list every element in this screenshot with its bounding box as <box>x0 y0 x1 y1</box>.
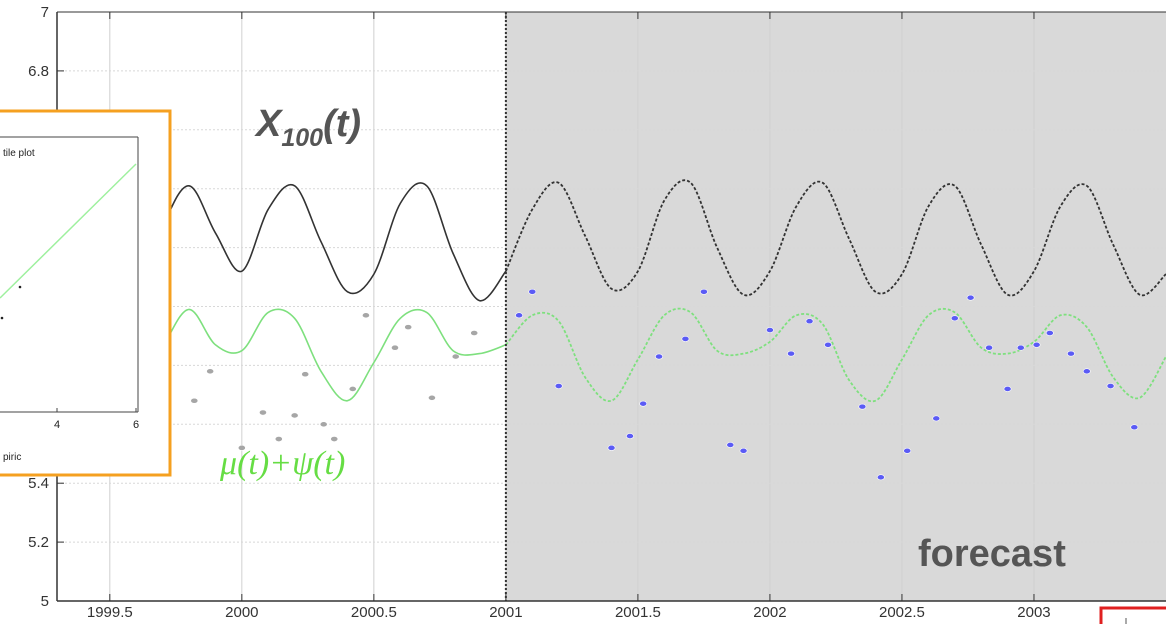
highlight-box <box>1099 606 1166 629</box>
gray-curve-label-base: X <box>254 103 284 145</box>
x-tick-label: 2001.5 <box>615 604 661 621</box>
data-point <box>700 288 708 295</box>
y-tick-label: 5 <box>41 593 49 610</box>
data-point <box>950 315 959 322</box>
data-point <box>301 371 310 378</box>
data-point <box>805 318 814 325</box>
data-point <box>1067 350 1075 357</box>
series-line-fitted <box>109 182 507 303</box>
data-point <box>451 353 460 360</box>
x-tick-label: 2000.5 <box>351 604 397 621</box>
x-tick-label: 1999.5 <box>87 604 133 621</box>
data-point <box>1106 383 1115 389</box>
data-point <box>787 350 795 357</box>
y-tick-label: 6.8 <box>28 63 49 80</box>
data-point <box>391 344 399 351</box>
data-point <box>766 327 774 333</box>
data-point <box>404 324 413 331</box>
data-point <box>1082 368 1091 375</box>
series-line-fitted <box>109 308 507 402</box>
gray-curve-label-suffix: (t) <box>323 103 361 145</box>
gray-curve-label: X100(t) <box>254 103 361 152</box>
series-line-forecast <box>505 179 1166 297</box>
data-point <box>1003 386 1012 392</box>
forecast-region <box>505 12 1166 601</box>
data-point <box>932 415 941 422</box>
series-layer <box>109 179 1166 481</box>
data-point <box>274 436 283 442</box>
data-point <box>1016 344 1025 351</box>
x-tick-label: 2001 <box>489 604 522 621</box>
ticks: 1999.5 2000 2000.5 2001 2001.5 2002 2002.5 2003… <box>28 4 1051 621</box>
data-point <box>470 330 479 336</box>
y-tick-label: 5.2 <box>28 534 49 551</box>
forecast-label: forecast <box>918 533 1066 575</box>
data-point <box>903 447 912 454</box>
x-tick-label: 2000 <box>225 604 258 621</box>
data-point <box>528 288 537 295</box>
data-point <box>428 394 436 401</box>
data-point <box>290 412 299 419</box>
data-point <box>876 474 885 481</box>
data-point <box>858 403 867 410</box>
inset-point <box>18 285 22 289</box>
data-point <box>966 294 975 301</box>
x-tick-label: 2002.5 <box>879 604 925 621</box>
x-tick-label: 2003 <box>1017 604 1050 621</box>
data-point <box>259 409 267 416</box>
gray-curve-label-sub: 100 <box>281 124 323 152</box>
grid <box>57 12 1166 601</box>
data-point <box>237 444 246 451</box>
data-point <box>348 386 357 392</box>
data-point <box>206 368 215 375</box>
data-point <box>824 341 832 348</box>
inset-xlabel: piric <box>3 452 21 463</box>
data-point <box>681 335 690 342</box>
data-point <box>1045 330 1054 336</box>
data-point <box>1130 424 1139 431</box>
data-point <box>190 397 199 404</box>
inset-title: tile plot <box>3 148 35 159</box>
data-point <box>607 444 616 451</box>
data-point <box>1032 341 1041 348</box>
series-line-forecast <box>505 307 1166 403</box>
data-point <box>626 433 634 439</box>
data-point <box>726 442 735 448</box>
data-point <box>739 447 748 454</box>
data-point <box>330 436 339 442</box>
y-tick-label: 7 <box>41 4 49 21</box>
data-point <box>319 421 328 428</box>
inset-point <box>0 316 4 320</box>
y-tick-label: 5.4 <box>28 475 49 492</box>
inset-frame <box>0 109 172 477</box>
green-curve-label: μ(t)+ψ(t) <box>219 445 345 482</box>
data-point <box>554 383 563 389</box>
data-point <box>639 400 648 407</box>
inset-reference-line <box>0 163 137 299</box>
inset-plot: 4 6 tile plot piric <box>0 109 172 477</box>
data-point <box>985 344 993 351</box>
data-point <box>655 353 663 360</box>
data-point <box>515 312 523 319</box>
x-tick-label: 2002 <box>753 604 786 621</box>
data-point <box>362 312 370 319</box>
inset-x-tick-label: 4 <box>54 419 60 431</box>
inset-x-tick-label: 6 <box>133 419 139 431</box>
